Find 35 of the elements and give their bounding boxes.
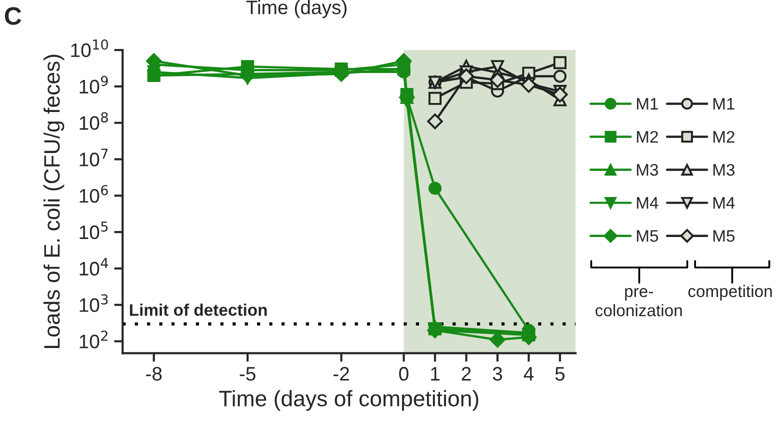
legend-label: M3 <box>636 164 658 176</box>
y-tick-label: 10$^{3}$ <box>80 294 108 312</box>
x-axis-title: Time (days of competition) <box>219 390 478 411</box>
x-tick-label: 4 <box>524 367 534 381</box>
ref-line-label: Limit of detection <box>130 304 267 316</box>
text: Time (days) <box>246 0 347 18</box>
legend-label: M1 <box>636 98 658 110</box>
y-tick-label: 10$^{7}$ <box>80 148 108 166</box>
legend-label: M5 <box>636 230 658 242</box>
legend-label: M4 <box>713 197 735 209</box>
y-axis-title: Loads of E. coli (CFU/g feces) <box>43 54 64 348</box>
x-tick-label: -8 <box>146 366 162 381</box>
text: pre- colonization <box>596 288 682 316</box>
text: competition <box>688 284 772 300</box>
legend-label: M2 <box>713 130 734 143</box>
x-tick-label: 0 <box>399 366 408 381</box>
x-tick-label: -5 <box>240 367 256 381</box>
x-tick-label: 3 <box>492 366 502 381</box>
x-tick-label: 2 <box>462 366 471 381</box>
y-tick-label: 10$^{6}$ <box>80 185 108 203</box>
y-tick-label: 10$^{8}$ <box>80 112 108 130</box>
legend-label: M2 <box>636 130 658 143</box>
legend-label: M3 <box>713 164 734 176</box>
legend-label: M5 <box>713 230 735 242</box>
x-tick-label: 5 <box>555 367 565 381</box>
y-tick-label: 10$^{9}$ <box>80 76 108 94</box>
text: C <box>4 7 22 25</box>
legend-label: M1 <box>713 98 734 110</box>
x-tick-label: -2 <box>334 366 349 381</box>
x-tick-label: 1 <box>431 367 440 381</box>
y-tick-label: 10$^{5}$ <box>80 222 108 240</box>
y-tick-label: 10$^{10}$ <box>71 39 108 58</box>
y-tick-label: 10$^{4}$ <box>80 258 108 276</box>
legend-label: M4 <box>636 197 658 209</box>
y-tick-label: 10$^{2}$ <box>80 330 108 348</box>
